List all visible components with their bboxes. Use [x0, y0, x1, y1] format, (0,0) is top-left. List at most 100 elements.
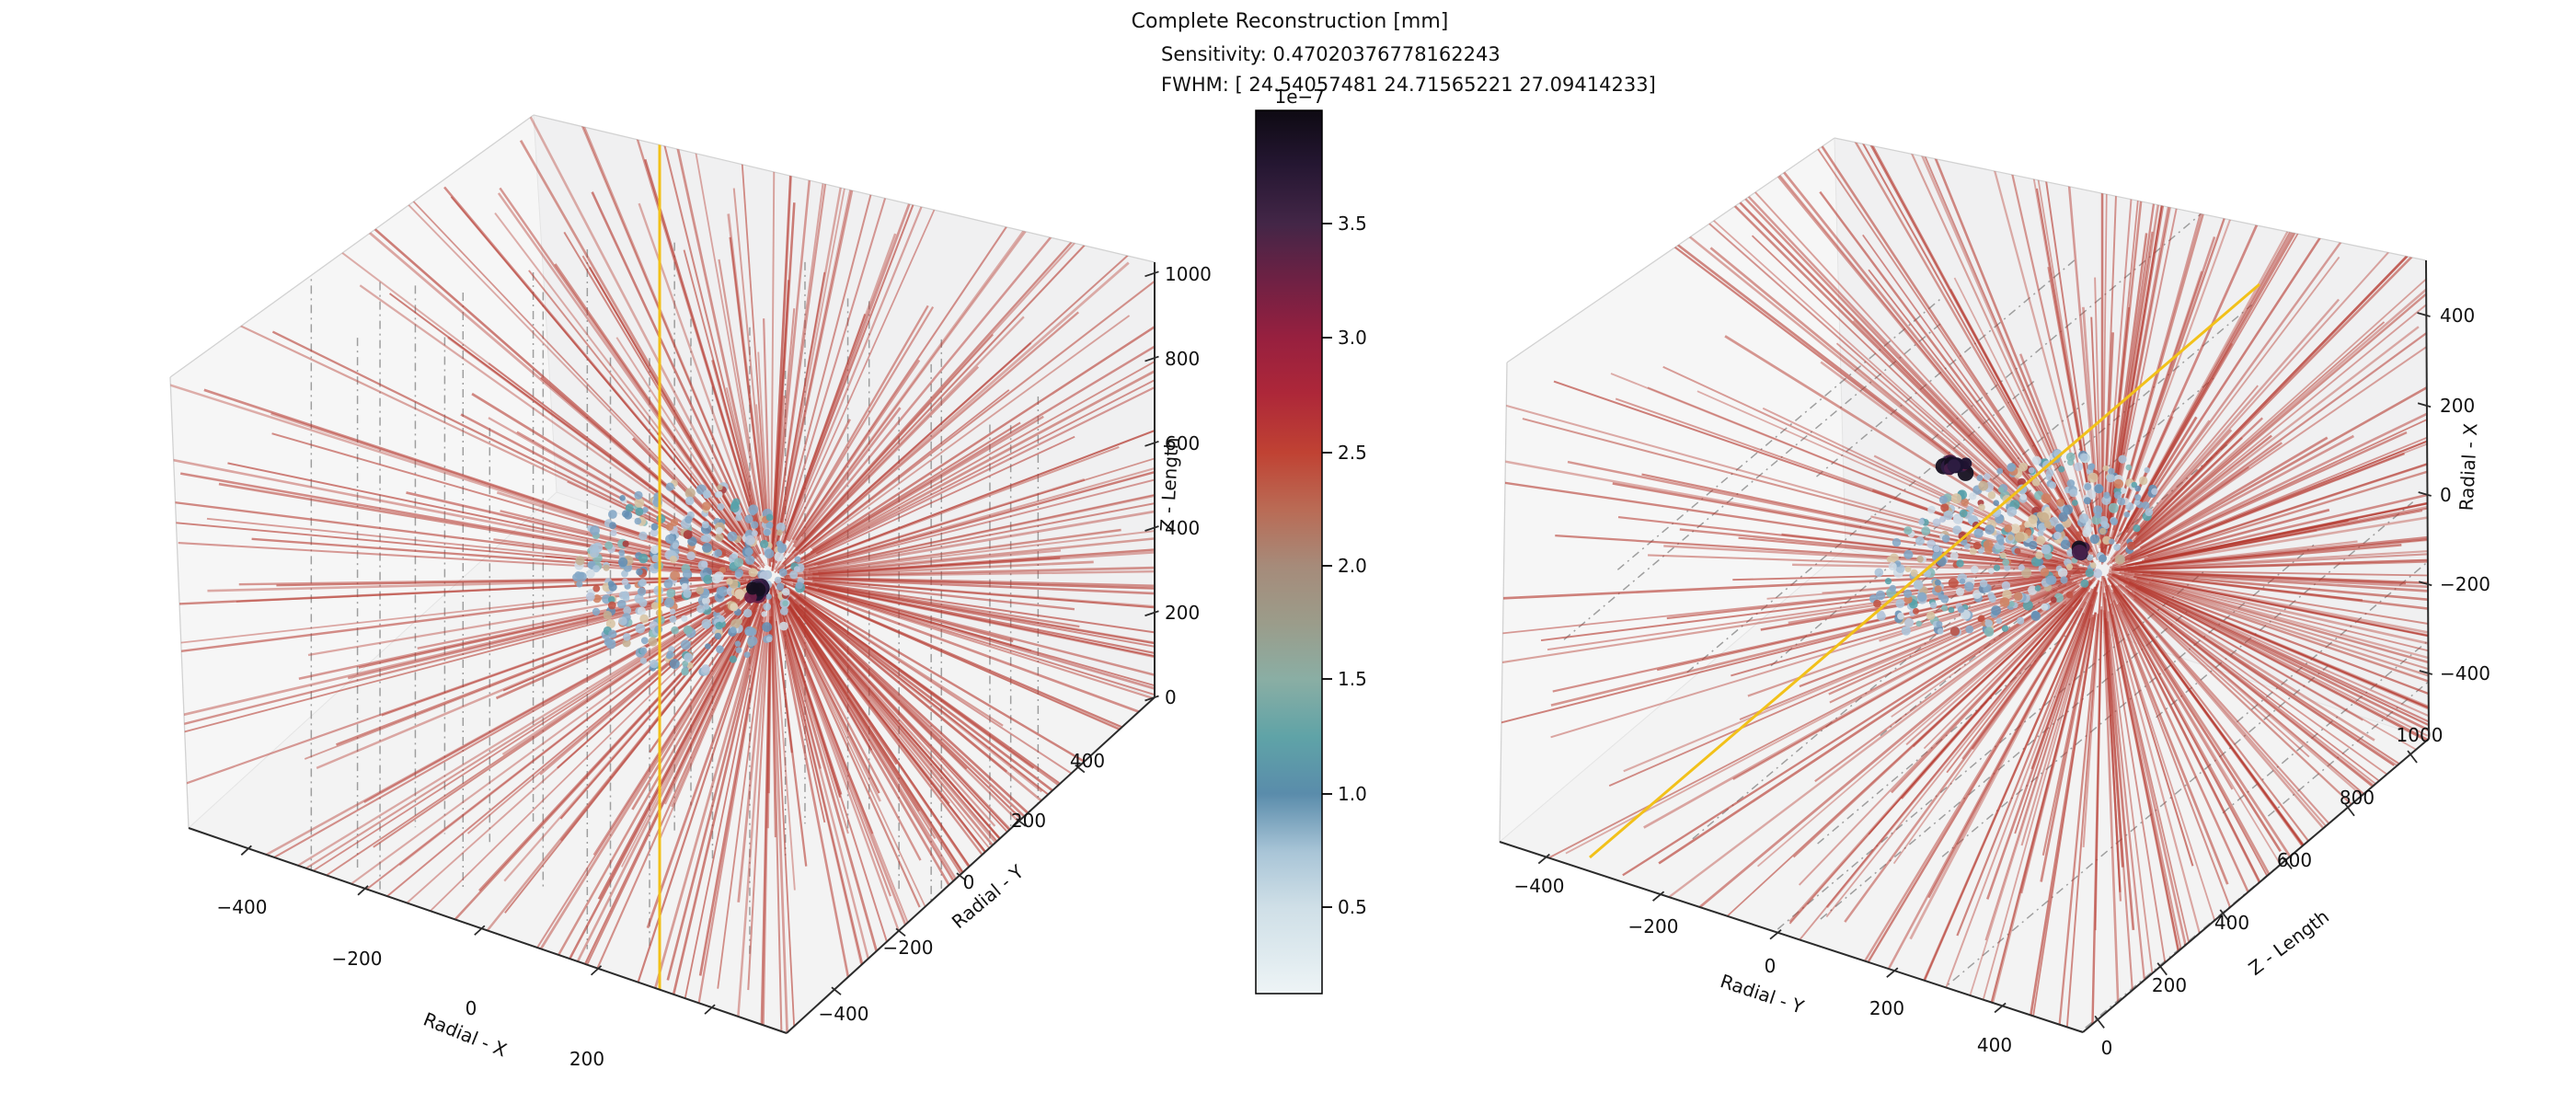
axis-tick — [1075, 764, 1086, 774]
voxel-point — [1918, 519, 1925, 525]
axis-tick-label: 0 — [2440, 484, 2452, 506]
lor-line — [2121, 320, 2429, 561]
voxel-point — [1978, 503, 1985, 512]
lor-line — [793, 341, 1032, 558]
voxel-point — [603, 610, 612, 620]
voxel-point — [782, 588, 790, 596]
voxel-point — [2102, 535, 2111, 545]
lor-line — [2104, 598, 2176, 1032]
voxel-point — [576, 581, 583, 588]
axis-tick — [1994, 1002, 2007, 1014]
lor-line — [811, 576, 1155, 598]
detector-axis-line — [2156, 501, 2414, 719]
lor-line — [733, 596, 771, 1033]
voxel-point — [1873, 599, 1881, 608]
voxel-point — [702, 501, 711, 511]
voxel-point — [684, 652, 694, 662]
voxel-point — [1932, 518, 1941, 527]
lor-line — [779, 577, 1155, 716]
lor-line — [2137, 586, 2429, 797]
voxel-point — [637, 587, 647, 596]
voxel-point — [2034, 585, 2041, 592]
voxel-point — [605, 618, 616, 629]
lor-line — [663, 583, 769, 805]
lor-line — [359, 284, 746, 559]
voxel-point — [1956, 559, 1964, 568]
voxel-point — [2000, 552, 2007, 559]
lor-line — [784, 565, 1155, 579]
lor-line — [802, 528, 1121, 574]
voxel-point — [742, 608, 753, 618]
voxel-point — [1955, 587, 1965, 596]
axis-tick — [1652, 891, 1665, 902]
lor-line — [592, 592, 762, 856]
voxel-point — [1978, 547, 1984, 554]
lor-line — [1953, 277, 2089, 544]
voxel-point — [765, 636, 773, 643]
voxel-point — [1915, 620, 1923, 627]
voxel-point — [1957, 605, 1965, 614]
lor-line — [504, 590, 761, 914]
lor-line — [2109, 378, 2429, 569]
voxel-point — [2117, 497, 2125, 506]
axis-tick-label: 0 — [1165, 686, 1177, 708]
voxel-point — [1984, 473, 1991, 480]
voxel-point — [2035, 551, 2043, 559]
lor-line — [2111, 569, 2429, 581]
lor-line — [817, 447, 1155, 567]
voxel-point — [605, 638, 616, 650]
voxel-point — [1965, 625, 1974, 634]
lor-line — [1986, 583, 2099, 900]
lor-line — [776, 178, 857, 545]
voxel-point — [681, 583, 688, 590]
lor-line — [773, 308, 796, 538]
voxel-point — [1984, 524, 1995, 535]
axis-tick — [2418, 491, 2432, 497]
voxel-point — [2037, 530, 2044, 537]
voxel-point — [670, 608, 676, 615]
lor-line — [2082, 586, 2102, 848]
voxel-point — [640, 637, 649, 645]
lor-line — [1890, 587, 2087, 794]
lor-line — [814, 582, 1080, 628]
lor-line — [784, 578, 1155, 690]
lor-line — [796, 583, 1155, 798]
lor-line — [170, 378, 734, 567]
voxel-point — [1948, 578, 1959, 589]
voxel-point — [782, 600, 788, 606]
voxel-point — [2007, 535, 2014, 541]
voxel-point — [2065, 452, 2076, 462]
lor-line — [812, 580, 1075, 611]
axis-label: Z - Length — [2245, 905, 2333, 980]
colorbar-offset-label: 1e−7 — [1274, 86, 1325, 108]
lor-line — [795, 359, 921, 541]
voxel-point — [650, 660, 659, 669]
voxel-point — [664, 597, 674, 608]
voxel-point — [714, 605, 721, 614]
colorbar-tick-label: 1.0 — [1338, 783, 1367, 805]
lor-line — [1828, 590, 2058, 696]
lor-line — [571, 115, 755, 536]
lor-line — [2107, 584, 2229, 885]
lor-line — [782, 609, 891, 897]
lor-line — [2131, 569, 2429, 590]
colorbar-bar — [1255, 109, 1323, 995]
voxel-point — [621, 569, 628, 578]
voxel-point — [1913, 580, 1924, 590]
lor-line — [2127, 570, 2429, 608]
axis-tick-label: 1000 — [1165, 263, 1212, 285]
lor-line — [793, 435, 1075, 568]
lor-line — [2011, 612, 2097, 1032]
lor-line — [2131, 591, 2429, 1032]
voxel-point — [765, 513, 774, 522]
voxel-point — [774, 576, 782, 584]
detector-axis-line — [1938, 665, 2329, 994]
lor-line — [795, 607, 950, 805]
voxel-point — [2057, 568, 2068, 578]
lor-line — [1984, 594, 2096, 941]
voxel-point — [2043, 521, 2052, 528]
lor-line — [2124, 372, 2429, 562]
lor-line — [769, 584, 793, 1033]
lor-line — [1901, 581, 2093, 799]
